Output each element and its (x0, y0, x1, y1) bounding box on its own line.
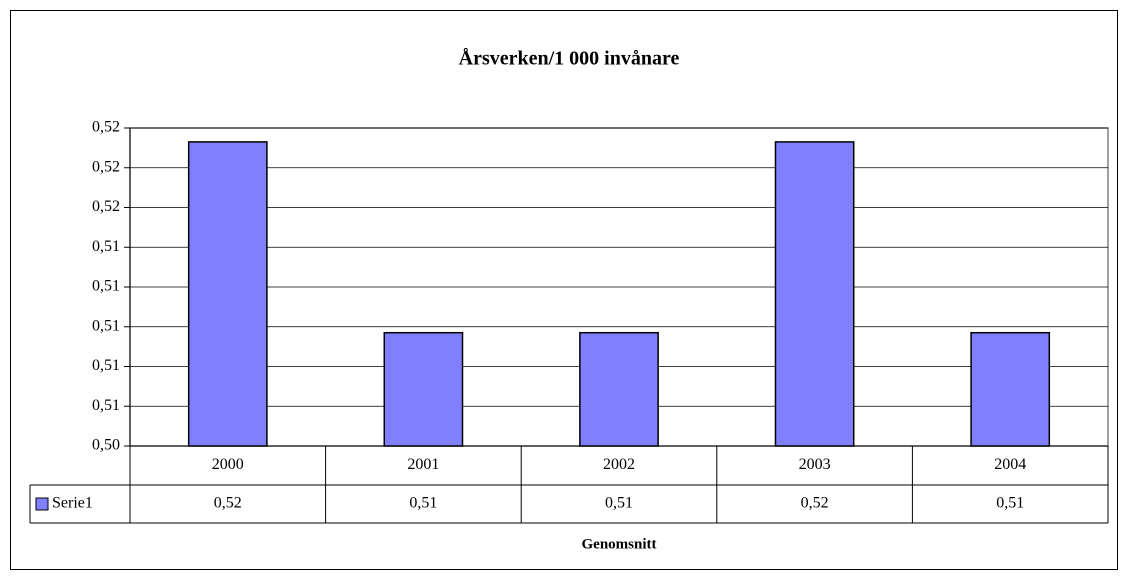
y-tick-label: 0,51 (92, 317, 120, 334)
y-tick-label: 0,52 (92, 198, 120, 215)
x-tick-label: 2003 (799, 456, 831, 473)
table-value: 0,52 (214, 495, 242, 512)
y-tick-label: 0,51 (92, 278, 120, 295)
x-axis-label: Genomsnitt (582, 536, 657, 552)
y-tick-label: 0,52 (92, 119, 120, 136)
x-tick-label: 2000 (212, 456, 244, 473)
table-value: 0,52 (801, 495, 829, 512)
legend-key (35, 497, 49, 511)
bar (579, 331, 659, 447)
x-tick-label: 2002 (603, 456, 635, 473)
table-value: 0,51 (605, 495, 633, 512)
bar (187, 141, 268, 447)
chart-title: Årsverken/1 000 invånare (459, 47, 680, 70)
y-tick-label: 0,51 (92, 357, 120, 374)
x-tick-label: 2004 (994, 456, 1026, 473)
y-tick-label: 0,51 (92, 397, 120, 414)
y-tick-label: 0,50 (92, 437, 120, 454)
table-value: 0,51 (409, 495, 437, 512)
bar (774, 141, 855, 447)
legend-label: Serie1 (52, 495, 93, 512)
bar (970, 331, 1051, 447)
y-tick-label: 0,51 (92, 238, 120, 255)
bar (383, 331, 464, 447)
table-value: 0,51 (996, 495, 1024, 512)
x-tick-label: 2001 (407, 456, 439, 473)
y-tick-label: 0,52 (92, 158, 120, 175)
